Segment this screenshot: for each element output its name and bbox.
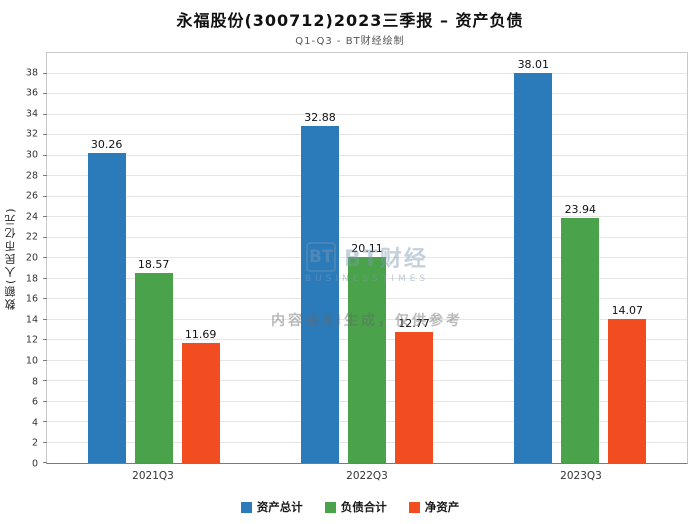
legend-label: 资产总计 (256, 500, 303, 514)
y-tick-mark (43, 257, 47, 258)
y-tick-mark (43, 318, 47, 320)
y-tick-mark (43, 400, 47, 402)
bar-cell: 12.77 (394, 317, 433, 463)
legend-swatch (324, 501, 336, 513)
gridline (47, 93, 687, 94)
bars-layer: 30.26 18.57 11.69 32.88 20.11 12.77 38.01 23.94… (47, 53, 687, 463)
y-tick-mark (43, 236, 47, 238)
gridline (47, 175, 687, 176)
y-tick-label: 4 (31, 417, 38, 429)
x-axis-category-label: 2022Q3 (346, 470, 388, 482)
bar-cell: 32.88 (300, 111, 339, 463)
legend-item: 资产总计 (240, 499, 303, 515)
bar-cell: 18.57 (134, 258, 173, 463)
y-tick-label: 20 (25, 252, 38, 264)
y-tick-mark (43, 441, 47, 443)
y-tick-label: 18 (25, 273, 38, 285)
y-axis-ticks: 0 2 4 6 8 10 12 14 16 18 20 22 24 26 28 30 32 34 36 38 (0, 52, 44, 469)
bar-cell: 11.69 (181, 328, 220, 463)
y-tick-mark (43, 380, 47, 381)
y-tick-label: 10 (25, 355, 38, 367)
chart-legend: 资产总计 负债合计 净资产 (0, 499, 700, 515)
y-tick-label: 30 (25, 149, 38, 161)
y-tick-label: 22 (25, 231, 38, 243)
bar (347, 256, 386, 463)
bar-group: 32.88 20.11 12.77 (260, 53, 473, 463)
y-tick-label: 24 (25, 211, 38, 223)
y-tick-mark (43, 359, 47, 361)
bar-group: 38.01 23.94 14.07 (474, 53, 687, 463)
y-tick-mark (43, 134, 47, 135)
legend-label: 负债合计 (340, 500, 387, 514)
plot-area: BT BT财经 BUSINESSTIMES 内容由AI生成，仅供参考 30.26… (43, 52, 688, 464)
y-tick-label: 38 (25, 67, 38, 79)
y-tick-label: 34 (25, 108, 38, 120)
y-tick-mark (43, 298, 47, 299)
y-tick-mark (43, 195, 47, 197)
y-tick-mark (43, 277, 47, 279)
y-tick-mark (43, 421, 47, 422)
y-tick-label: 2 (31, 437, 38, 449)
legend-label: 净资产 (424, 500, 460, 514)
bar-cell: 20.11 (347, 242, 386, 463)
gridline (47, 113, 687, 115)
y-tick-mark (43, 339, 47, 340)
y-tick-label: 12 (25, 334, 38, 346)
gridline (47, 72, 687, 74)
gridline (47, 134, 687, 135)
bar-cell: 38.01 (514, 58, 553, 463)
bar-cell: 30.26 (87, 138, 126, 463)
bar-value-label: 23.94 (564, 202, 597, 216)
x-axis-category-label: 2021Q3 (132, 470, 174, 482)
chart-subtitle: Q1-Q3 - BT财经绘制 (295, 36, 405, 47)
bar (608, 318, 647, 463)
y-tick-mark (43, 175, 47, 176)
y-tick-mark (43, 462, 47, 463)
bar-value-label: 38.01 (517, 58, 550, 72)
y-tick-mark (43, 154, 47, 156)
y-tick-label: 36 (25, 87, 38, 99)
y-tick-mark (43, 216, 47, 217)
y-tick-mark (43, 72, 47, 74)
chart-title: 永福股份(300712)2023三季报 – 资产负债 (176, 11, 524, 30)
bar-value-label: 30.26 (90, 137, 123, 151)
gridline (47, 195, 687, 197)
y-tick-label: 8 (31, 376, 38, 388)
y-tick-label: 28 (25, 170, 38, 182)
bar (181, 343, 220, 463)
y-tick-label: 26 (25, 190, 38, 202)
y-tick-label: 32 (25, 128, 38, 140)
y-tick-mark (43, 93, 47, 94)
legend-item: 负债合计 (324, 499, 387, 515)
x-axis-category-label: 2023Q3 (560, 470, 602, 482)
legend-item: 净资产 (408, 499, 460, 515)
bar (561, 217, 600, 463)
y-tick-label: 16 (25, 293, 38, 305)
bar-value-label: 20.11 (351, 241, 383, 255)
legend-swatch (240, 501, 252, 513)
bar (394, 332, 433, 463)
legend-swatch (408, 501, 420, 513)
bar-value-label: 18.57 (137, 257, 170, 271)
y-tick-mark (43, 113, 47, 115)
bar-value-label: 14.07 (611, 303, 644, 317)
bar-value-label: 32.88 (304, 110, 336, 124)
bar-cell: 23.94 (561, 203, 600, 463)
x-axis-labels: 2021Q3 2022Q3 2023Q3 (46, 470, 688, 482)
bar-group: 30.26 18.57 11.69 (47, 53, 260, 463)
bar (300, 125, 339, 463)
bar (134, 272, 173, 463)
bar (514, 73, 553, 463)
y-tick-label: 14 (25, 314, 38, 326)
y-tick-label: 0 (31, 458, 38, 470)
bar-value-label: 11.69 (184, 328, 217, 342)
bar (87, 152, 126, 463)
gridline (47, 154, 687, 156)
bar-value-label: 12.77 (398, 317, 430, 331)
y-tick-label: 6 (31, 396, 38, 408)
gridline (47, 236, 687, 238)
gridline (47, 216, 687, 217)
bar-cell: 14.07 (608, 304, 647, 463)
